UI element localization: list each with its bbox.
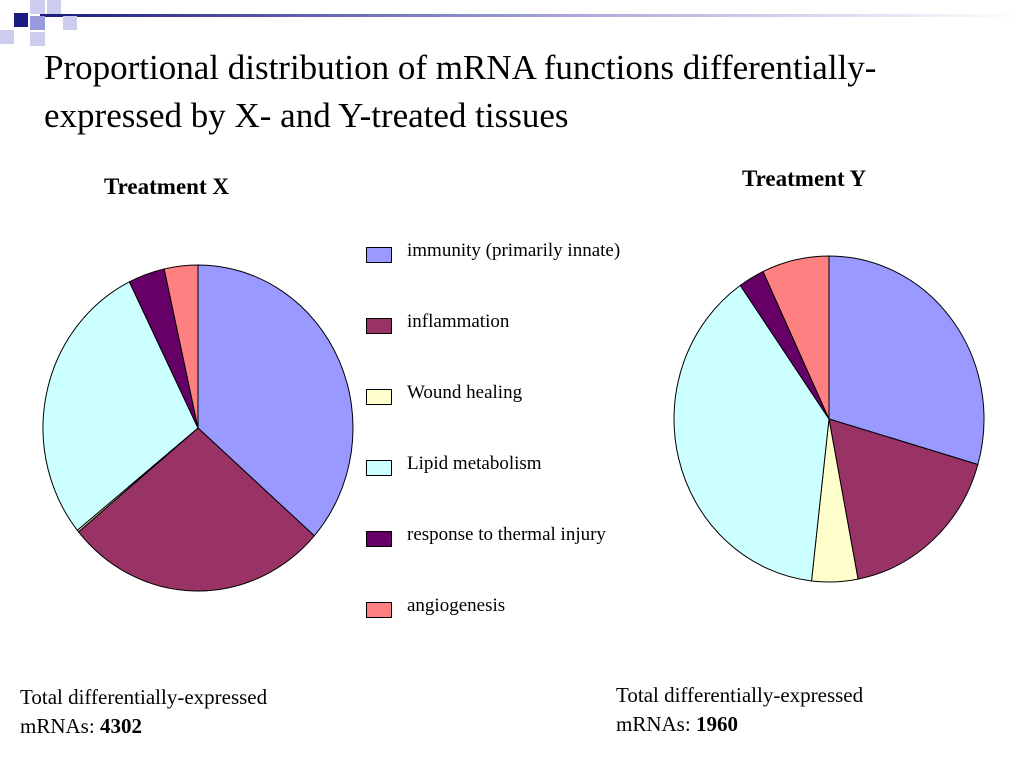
deco-square: [0, 30, 14, 44]
legend-swatch: [366, 531, 392, 547]
legend-swatch: [366, 460, 392, 476]
pie-slice-inflammation: [77, 427, 315, 592]
pie-slice-lipid: [673, 284, 830, 582]
slide-title: Proportional distribution of mRNA functi…: [44, 48, 877, 135]
deco-square: [63, 16, 77, 30]
total-value: 1960: [695, 712, 738, 736]
legend-label: Wound healing: [407, 382, 523, 403]
legend-swatch: [366, 602, 392, 618]
pie-slice-inflammation: [828, 418, 979, 580]
legend-label: response to thermal injury: [407, 524, 606, 545]
legend-swatch: [366, 247, 392, 263]
legend-label: immunity (primarily innate): [407, 240, 621, 261]
pie-chart-treatment-x: [42, 264, 354, 592]
total-value: 4302: [99, 714, 142, 738]
pie-slice-lipid: [42, 281, 199, 532]
pie-slice-immunity: [197, 264, 354, 537]
corner-decoration: [0, 0, 1024, 46]
pie-slice-immunity: [828, 255, 985, 466]
legend-label: Lipid metabolism: [407, 453, 542, 474]
deco-square: [30, 16, 45, 30]
deco-square: [14, 13, 28, 27]
total-mrnas-treatment-y: Total differentially-expressed mRNAs: 196…: [616, 681, 863, 739]
total-label: Total differentially-expressed mRNAs:: [20, 685, 268, 738]
legend-swatch: [366, 389, 392, 405]
deco-square: [30, 32, 45, 46]
deco-square: [30, 0, 45, 14]
total-mrnas-treatment-x: Total differentially-expressed mRNAs: 430…: [20, 683, 267, 741]
pie-title-treatment-y: Treatment Y: [742, 166, 867, 191]
pie-slice-angiogenesis: [163, 264, 199, 429]
pie-slice-angiogenesis: [762, 255, 830, 420]
total-label: Total differentially-expressed mRNAs:: [616, 683, 864, 736]
legend-label: inflammation: [407, 311, 510, 332]
pie-chart-treatment-y: [673, 255, 985, 583]
pie-title-treatment-x: Treatment X: [104, 174, 229, 199]
deco-square: [47, 0, 61, 14]
top-gradient-bar: [40, 14, 1024, 17]
legend-swatch: [366, 318, 392, 334]
legend-label: angiogenesis: [407, 595, 506, 616]
